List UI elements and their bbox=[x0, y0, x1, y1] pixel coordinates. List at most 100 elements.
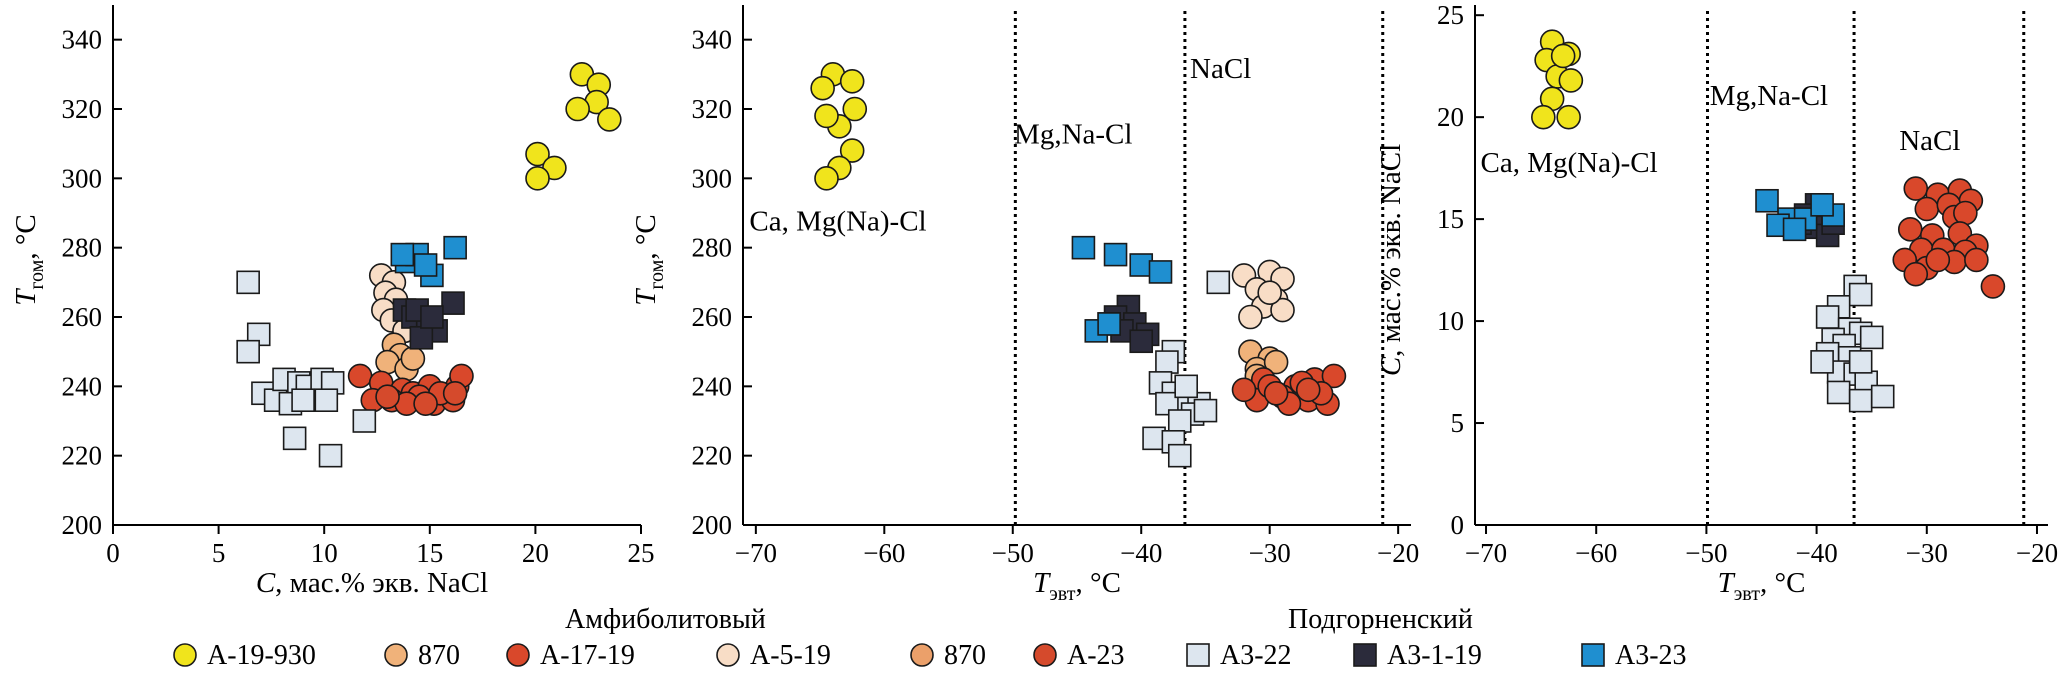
x-tick-label: 0 bbox=[106, 538, 120, 568]
series-A-17-19 bbox=[1244, 363, 1347, 416]
y-tick-label: 220 bbox=[692, 441, 733, 471]
y-tick-label: 240 bbox=[692, 371, 733, 401]
x-tick-label: 10 bbox=[311, 538, 338, 568]
data-point bbox=[1295, 377, 1321, 403]
data-point bbox=[441, 291, 465, 315]
data-point bbox=[597, 107, 622, 132]
y-tick-label: 340 bbox=[692, 25, 733, 55]
data-point bbox=[420, 305, 444, 329]
data-point bbox=[1270, 297, 1295, 323]
y-tick-label: 300 bbox=[692, 163, 733, 193]
series-A3-1-19 bbox=[392, 291, 465, 350]
data-point bbox=[1103, 242, 1128, 267]
y-tick-label: 20 bbox=[1437, 102, 1464, 132]
legend-marker bbox=[173, 643, 197, 667]
data-point bbox=[1321, 363, 1347, 389]
legend-item-870_podg: 870 bbox=[910, 640, 986, 671]
data-point bbox=[282, 426, 307, 451]
data-point bbox=[1155, 391, 1179, 416]
data-point bbox=[1167, 409, 1192, 433]
data-point bbox=[413, 391, 438, 416]
series-A-23 bbox=[375, 380, 468, 416]
data-point bbox=[1550, 43, 1576, 69]
data-point bbox=[1167, 443, 1192, 468]
data-point bbox=[1263, 349, 1289, 375]
x-axis-label-unit: , мас.% экв. NaCl bbox=[275, 567, 488, 599]
x-tick-label: 25 bbox=[628, 538, 655, 568]
y-tick-label: 200 bbox=[692, 510, 733, 540]
legend-marker bbox=[506, 643, 530, 667]
data-point bbox=[565, 96, 590, 122]
x-axis-label: Tэвт, °C bbox=[1718, 567, 1806, 605]
data-point bbox=[347, 363, 373, 389]
legend-marker bbox=[384, 643, 408, 667]
data-point bbox=[1964, 247, 1989, 273]
x-tick-label: −20 bbox=[2016, 538, 2058, 568]
data-point bbox=[1206, 270, 1231, 295]
data-point bbox=[409, 325, 434, 350]
series-A3-23 bbox=[390, 235, 467, 288]
legend-marker bbox=[910, 643, 934, 667]
data-point bbox=[1148, 260, 1173, 284]
x-tick-label: −60 bbox=[863, 538, 905, 568]
data-point bbox=[236, 270, 260, 295]
legend-label: А-5-19 bbox=[750, 640, 831, 671]
data-point bbox=[375, 384, 400, 410]
legend-marker bbox=[716, 643, 740, 667]
x-axis-label: Tэвт, °C bbox=[1033, 567, 1121, 605]
data-point bbox=[1231, 377, 1257, 403]
x-tick-label: −50 bbox=[992, 538, 1034, 568]
legend-label: А-17-19 bbox=[540, 640, 635, 671]
data-point bbox=[1129, 329, 1154, 354]
data-point bbox=[1925, 247, 1951, 273]
legend-item-A3-22: А3-22 bbox=[1186, 640, 1292, 671]
data-point bbox=[1848, 350, 1873, 374]
chart-panel-1: 0 5 10 15 20 25 200 220 240 260 280 300 320 340 C, мас… bbox=[10, 5, 655, 599]
y-axis-label-unit: , °C bbox=[10, 214, 42, 259]
x-axis-label: C, мас.% экв. NaCl bbox=[256, 567, 488, 599]
data-point bbox=[314, 388, 339, 413]
y-axis-label-subscript: гом bbox=[26, 259, 48, 289]
y-tick-label: 320 bbox=[62, 94, 103, 124]
data-point bbox=[390, 242, 415, 267]
legend-marker bbox=[1186, 643, 1210, 667]
x-tick-label: −70 bbox=[735, 538, 777, 568]
data-point bbox=[1848, 388, 1873, 413]
data-point bbox=[1257, 280, 1282, 306]
series-A3-22 bbox=[1810, 274, 1895, 413]
y-axis-label: Tгом, °C bbox=[10, 214, 48, 306]
x-tick-label: 20 bbox=[522, 538, 549, 568]
region-label: NaCl bbox=[1899, 125, 1960, 157]
data-point bbox=[1531, 104, 1556, 130]
x-tick-label: 15 bbox=[416, 538, 443, 568]
data-point bbox=[1810, 350, 1834, 374]
data-point bbox=[1174, 374, 1198, 399]
y-tick-label: 280 bbox=[692, 233, 733, 263]
data-point bbox=[1755, 188, 1779, 213]
data-point bbox=[1897, 217, 1923, 242]
data-point bbox=[1903, 261, 1929, 287]
legend-label: А-23 bbox=[1067, 640, 1125, 671]
series-A-19-930 bbox=[810, 62, 868, 191]
legend-label: 870 bbox=[944, 640, 986, 671]
x-axis-label-symbol: T bbox=[1718, 567, 1736, 599]
legend-marker bbox=[1033, 643, 1057, 667]
data-point bbox=[1953, 200, 1978, 226]
legend-items: А-19-930 870 А-17-19 А-5-19 870 А-23 А3-22 А3-1… bbox=[173, 640, 1687, 671]
x-axis-label-symbol: C bbox=[256, 567, 276, 599]
data-point bbox=[1558, 68, 1584, 93]
y-axis-label-symbol: C bbox=[1375, 356, 1407, 376]
chart-panel-3: −70 −60 −50 −40 −30 −20 0 5 10 15 20 25 Ca, Mg(Na)-C… bbox=[1375, 0, 2058, 605]
data-point bbox=[1071, 235, 1096, 260]
y-tick-label: 25 bbox=[1437, 0, 1464, 30]
legend-item-A-5-19: А-5-19 bbox=[716, 640, 831, 671]
y-tick-label: 320 bbox=[692, 94, 733, 124]
y-tick-label: 240 bbox=[62, 371, 103, 401]
legend-item-870_amph: 870 bbox=[384, 640, 460, 671]
legend-marker bbox=[1353, 643, 1377, 667]
x-tick-label: −70 bbox=[1465, 538, 1507, 568]
data-point bbox=[1263, 380, 1289, 406]
data-point bbox=[1097, 312, 1121, 336]
y-tick-label: 0 bbox=[1451, 510, 1465, 540]
